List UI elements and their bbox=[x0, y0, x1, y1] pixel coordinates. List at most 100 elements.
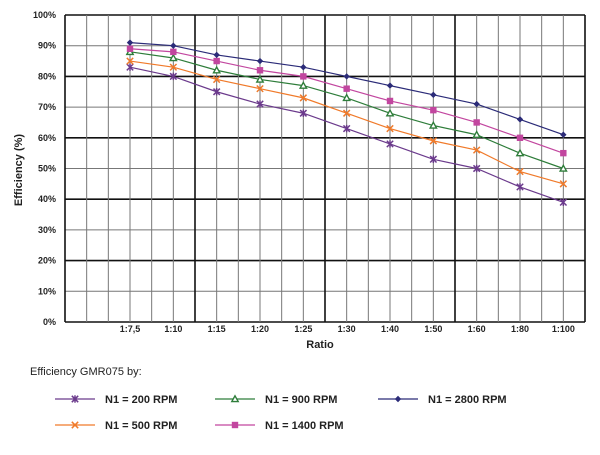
series-group bbox=[125, 39, 568, 207]
diamond-marker bbox=[343, 73, 350, 80]
marker-stroke bbox=[71, 421, 79, 429]
x-tick-label: 1:100 bbox=[552, 324, 575, 334]
series-line-4 bbox=[126, 39, 567, 138]
star-marker bbox=[429, 155, 438, 164]
triangle-marker bbox=[255, 74, 265, 83]
x-marker bbox=[169, 63, 178, 71]
y-tick-label: 90% bbox=[38, 41, 56, 51]
square-marker bbox=[300, 73, 307, 80]
legend-label: N1 = 2800 RPM bbox=[428, 394, 507, 406]
y-tick-label: 50% bbox=[38, 164, 56, 174]
star-marker bbox=[256, 100, 264, 108]
x-tick-label: 1:30 bbox=[338, 324, 356, 334]
x-marker bbox=[126, 57, 134, 65]
legend: N1 = 200 RPM N1 = 500 RPM N1 = 900 RPM N1 =… bbox=[55, 394, 507, 432]
diamond-marker bbox=[430, 91, 437, 99]
diamond-marker bbox=[300, 63, 307, 71]
triangle-marker bbox=[298, 80, 308, 89]
grid bbox=[64, 14, 586, 323]
marker-stroke bbox=[472, 146, 481, 154]
y-axis-label: Efficiency (%) bbox=[13, 134, 25, 206]
marker-stroke bbox=[256, 84, 264, 93]
star-marker bbox=[342, 124, 351, 133]
square-marker bbox=[343, 85, 350, 92]
x-tick-label: 1:15 bbox=[208, 324, 226, 334]
triangle-marker bbox=[515, 148, 525, 157]
triangle-marker bbox=[428, 120, 438, 129]
y-tick-label: 70% bbox=[38, 102, 56, 112]
legend-label: N1 = 1400 RPM bbox=[265, 420, 344, 432]
legend-title: Efficiency GMR075 by: bbox=[30, 366, 142, 378]
y-tick-label: 30% bbox=[38, 225, 56, 235]
diamond-marker bbox=[386, 82, 394, 89]
x-marker bbox=[516, 167, 524, 176]
series-line-2 bbox=[125, 47, 568, 172]
star-marker bbox=[212, 88, 221, 96]
star-marker bbox=[472, 164, 481, 173]
x-tick-label: 1:50 bbox=[424, 324, 442, 334]
x-tick-label: 1:80 bbox=[511, 324, 529, 334]
x-tick-labels: 1:7,5 1:10 1:15 1:20 1:25 1:30 1:40 1:50 1:60 1:8… bbox=[120, 324, 575, 334]
x-marker bbox=[299, 94, 308, 102]
y-tick-label: 100% bbox=[33, 10, 56, 20]
y-tick-label: 60% bbox=[38, 133, 56, 143]
legend-item: N1 = 900 RPM bbox=[215, 394, 337, 406]
legend-item: N1 = 500 RPM bbox=[55, 420, 177, 432]
series-line-1 bbox=[126, 57, 568, 188]
legend-label: N1 = 500 RPM bbox=[105, 420, 177, 432]
y-tick-label: 40% bbox=[38, 194, 56, 204]
square-marker bbox=[516, 134, 524, 141]
diamond-marker bbox=[560, 131, 567, 138]
star-marker bbox=[386, 140, 394, 148]
marker-stroke bbox=[559, 180, 568, 188]
y-tick-label: 20% bbox=[38, 256, 56, 266]
x-tick-label: 1:7,5 bbox=[120, 324, 141, 334]
marker-stroke bbox=[126, 57, 134, 65]
x-marker bbox=[429, 137, 438, 145]
star-marker bbox=[299, 109, 308, 117]
x-tick-label: 1:60 bbox=[468, 324, 486, 334]
x-marker bbox=[342, 109, 351, 117]
square-marker bbox=[213, 57, 220, 65]
series-line-3 bbox=[126, 45, 567, 157]
diamond-marker bbox=[126, 39, 134, 46]
legend-item: N1 = 200 RPM bbox=[55, 394, 177, 406]
square-marker bbox=[430, 106, 437, 114]
x-tick-label: 1:10 bbox=[164, 324, 182, 334]
square-marker bbox=[473, 119, 480, 126]
square-marker bbox=[170, 48, 177, 56]
diamond-marker bbox=[256, 57, 264, 65]
marker-stroke bbox=[386, 124, 394, 133]
square-marker bbox=[256, 67, 264, 74]
square-marker bbox=[386, 97, 394, 105]
legend-label: N1 = 900 RPM bbox=[265, 394, 337, 406]
marker-stroke bbox=[516, 167, 524, 176]
star-marker bbox=[516, 183, 524, 191]
marker-stroke bbox=[169, 63, 178, 71]
star-marker bbox=[126, 63, 134, 71]
y-tick-label: 80% bbox=[38, 71, 56, 81]
triangle-marker bbox=[168, 53, 178, 62]
triangle-marker bbox=[230, 394, 240, 403]
legend-item: N1 = 1400 RPM bbox=[215, 420, 344, 432]
marker-stroke bbox=[429, 137, 438, 145]
x-marker bbox=[559, 180, 568, 188]
x-marker bbox=[256, 84, 264, 93]
series-line-0 bbox=[126, 63, 568, 207]
x-marker bbox=[71, 421, 79, 429]
star-marker bbox=[559, 198, 568, 207]
square-marker bbox=[126, 45, 134, 52]
legend-label: N1 = 200 RPM bbox=[105, 394, 177, 406]
x-tick-label: 1:40 bbox=[381, 324, 399, 334]
square-marker bbox=[231, 421, 239, 429]
x-marker bbox=[472, 146, 481, 154]
square-marker bbox=[560, 149, 567, 157]
marker-stroke bbox=[212, 75, 221, 84]
diamond-marker bbox=[516, 116, 524, 123]
diamond-marker bbox=[394, 395, 402, 403]
x-marker bbox=[212, 75, 221, 84]
star-marker bbox=[169, 72, 178, 81]
star-marker bbox=[71, 395, 79, 403]
triangle-marker bbox=[558, 163, 568, 172]
x-tick-label: 1:25 bbox=[294, 324, 312, 334]
